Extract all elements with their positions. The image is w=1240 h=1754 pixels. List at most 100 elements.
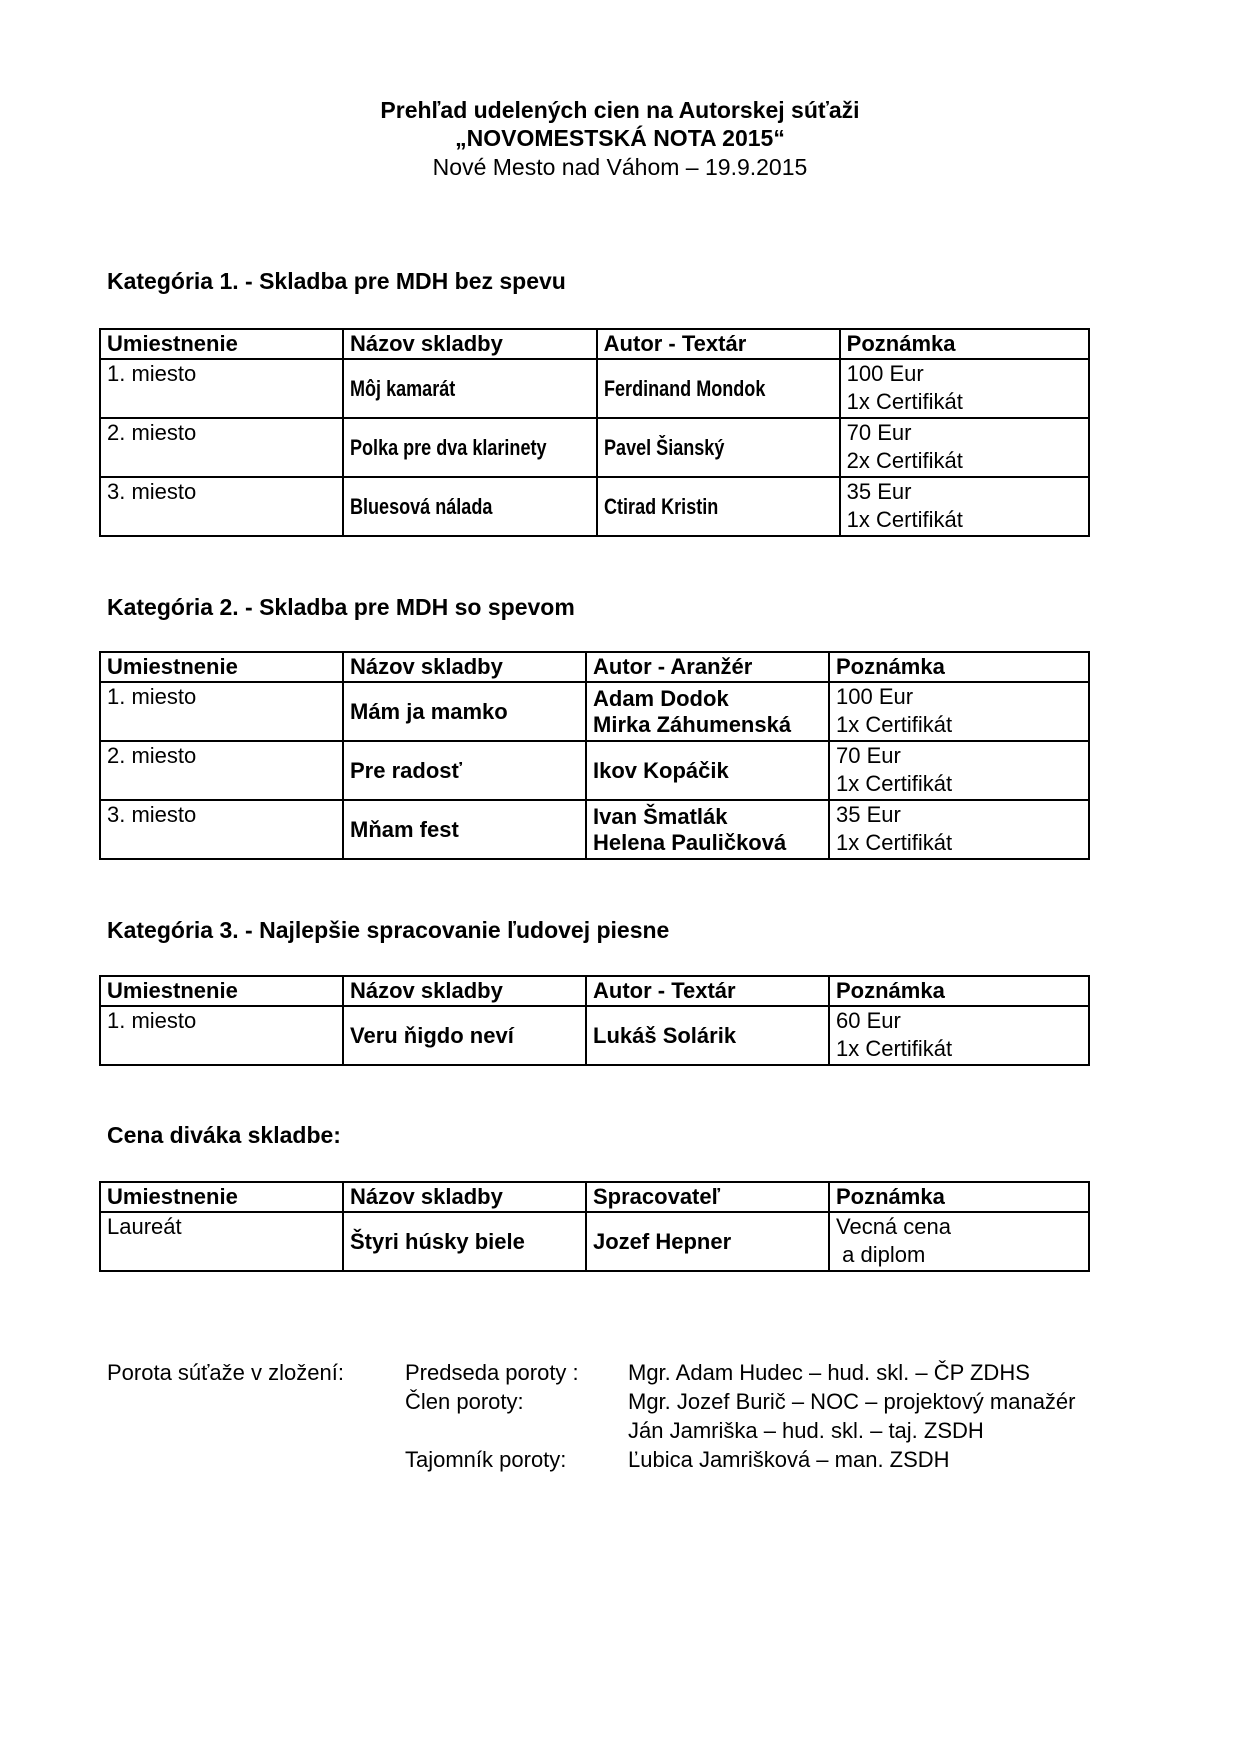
jury-member: Ľubica Jamrišková – man. ZSDH xyxy=(628,1447,950,1472)
prize: 70 Eur xyxy=(846,420,912,445)
certificate: a diplom xyxy=(836,1242,926,1267)
author-cell: Ikov Kopáčik xyxy=(585,740,830,801)
column-header: Poznámka xyxy=(828,975,1090,1007)
category-heading: Kategória 2. - Skladba pre MDH so spevom xyxy=(107,594,575,620)
event-place-date: Nové Mesto nad Váhom – 19.9.2015 xyxy=(432,154,808,180)
note-cell: 100 Eur 1x Certifikát xyxy=(828,681,1090,742)
song-title: Mňam fest xyxy=(350,816,459,842)
note-cell: 100 Eur 1x Certifikát xyxy=(838,358,1091,419)
placement-cell: 1. miesto xyxy=(99,1005,344,1066)
column-header: Názov skladby xyxy=(342,975,587,1007)
author: Ivan Šmatlák Helena Pauličková xyxy=(593,803,787,855)
results-table: Umiestnenie Názov skladby Spracovateľ Pozná… xyxy=(99,1181,1090,1272)
category-heading: Cena diváka skladbe: xyxy=(107,1122,341,1148)
author: Jozef Hepner xyxy=(593,1228,732,1254)
jury-roles: Predseda poroty : Člen poroty: Tajomník … xyxy=(405,1358,579,1474)
author-cell: Ferdinand Mondok xyxy=(595,358,841,419)
event-name: „NOVOMESTSKÁ NOTA 2015“ xyxy=(455,125,785,151)
author: Ctirad Kristin xyxy=(603,493,718,519)
table-row: 3. miesto Bluesová nálada Ctirad Kristin… xyxy=(99,476,1091,537)
column-header: Autor - Textár xyxy=(585,975,830,1007)
song-title-cell: Štyri húsky biele xyxy=(342,1211,587,1272)
doc-title: Prehľad udelených cien na Autorskej súťa… xyxy=(380,97,860,123)
results-table: Umiestnenie Názov skladby Autor - Textár Po… xyxy=(99,328,1091,537)
note-cell: 35 Eur 1x Certifikát xyxy=(828,799,1090,860)
author: Pavel Šianský xyxy=(603,434,725,460)
column-header: Autor - Textár xyxy=(595,328,841,360)
prize: 60 Eur xyxy=(836,1008,901,1033)
song-title: Môj kamarát xyxy=(350,375,456,401)
song-title-cell: Polka pre dva klarinety xyxy=(342,417,598,478)
table-row: 1. miesto Môj kamarát Ferdinand Mondok 1… xyxy=(99,358,1091,419)
song-title: Mám ja mamko xyxy=(350,698,508,724)
placement-cell: 1. miesto xyxy=(99,681,344,742)
column-header: Umiestnenie xyxy=(99,1181,344,1213)
table-row: 3. miesto Mňam fest Ivan Šmatlák Helena … xyxy=(99,799,1090,860)
note-cell: Vecná cena a diplom xyxy=(828,1211,1090,1272)
prize: 35 Eur xyxy=(846,479,912,504)
note-cell: 70 Eur 2x Certifikát xyxy=(838,417,1091,478)
jury-member: Mgr. Jozef Burič – NOC – projektový mana… xyxy=(628,1389,1076,1414)
certificate: 1x Certifikát xyxy=(836,771,953,796)
song-title-cell: Pre radosť xyxy=(342,740,587,801)
column-header: Spracovateľ xyxy=(585,1181,830,1213)
column-header: Umiestnenie xyxy=(99,328,344,360)
song-title: Pre radosť xyxy=(350,757,463,783)
jury-role xyxy=(405,1416,579,1445)
table-row: 1. miesto Veru ňigdo neví Lukáš Solárik … xyxy=(99,1005,1090,1066)
song-title-cell: Bluesová nálada xyxy=(342,476,598,537)
author: Lukáš Solárik xyxy=(593,1022,737,1048)
placement-cell: 2. miesto xyxy=(99,417,344,478)
certificate: 1x Certifikát xyxy=(836,830,953,855)
certificate: 1x Certifikát xyxy=(836,1036,953,1061)
jury-member: Ján Jamriška – hud. skl. – taj. ZSDH xyxy=(628,1418,984,1443)
song-title: Bluesová nálada xyxy=(350,493,493,519)
author-cell: Jozef Hepner xyxy=(585,1211,830,1272)
song-title: Štyri húsky biele xyxy=(350,1228,525,1254)
column-header: Umiestnenie xyxy=(99,975,344,1007)
jury-member: Mgr. Adam Hudec – hud. skl. – ČP ZDHS xyxy=(628,1360,1030,1385)
column-header: Názov skladby xyxy=(342,651,587,683)
table-row: 1. miesto Mám ja mamko Adam Dodok Mirka … xyxy=(99,681,1090,742)
certificate: 2x Certifikát xyxy=(846,448,963,473)
column-header: Poznámka xyxy=(828,651,1090,683)
author-cell: Lukáš Solárik xyxy=(585,1005,830,1066)
song-title-cell: Veru ňigdo neví xyxy=(342,1005,587,1066)
table-header-row: Umiestnenie Názov skladby Autor - Textár Po… xyxy=(99,328,1091,360)
jury-members: Mgr. Adam Hudec – hud. skl. – ČP ZDHS Mg… xyxy=(628,1358,1076,1474)
jury-role: Člen poroty: xyxy=(405,1389,524,1414)
note-cell: 60 Eur 1x Certifikát xyxy=(828,1005,1090,1066)
song-title: Polka pre dva klarinety xyxy=(350,434,547,460)
table-header-row: Umiestnenie Názov skladby Autor - Aranžér P… xyxy=(99,651,1090,683)
placement-cell: Laureát xyxy=(99,1211,344,1272)
category-heading: Kategória 1. - Skladba pre MDH bez spevu xyxy=(107,268,566,294)
column-header: Poznámka xyxy=(828,1181,1090,1213)
prize: Vecná cena xyxy=(836,1214,951,1239)
jury-role: Predseda poroty : xyxy=(405,1360,579,1385)
placement-cell: 2. miesto xyxy=(99,740,344,801)
song-title-cell: Môj kamarát xyxy=(342,358,598,419)
song-title: Veru ňigdo neví xyxy=(350,1022,514,1048)
note-cell: 70 Eur 1x Certifikát xyxy=(828,740,1090,801)
table-row: Laureát Štyri húsky biele Jozef Hepner V… xyxy=(99,1211,1090,1272)
prize: 100 Eur xyxy=(836,684,914,709)
author-cell: Pavel Šianský xyxy=(595,417,841,478)
author-cell: Ctirad Kristin xyxy=(595,476,841,537)
author: Adam Dodok Mirka Záhumenská xyxy=(593,685,792,737)
table-header-row: Umiestnenie Názov skladby Autor - Textár Po… xyxy=(99,975,1090,1007)
column-header: Autor - Aranžér xyxy=(585,651,830,683)
jury-role: Tajomník poroty: xyxy=(405,1447,567,1472)
song-title-cell: Mám ja mamko xyxy=(342,681,587,742)
table-row: 2. miesto Pre radosť Ikov Kopáčik 70 Eur… xyxy=(99,740,1090,801)
placement-cell: 3. miesto xyxy=(99,799,344,860)
column-header: Poznámka xyxy=(838,328,1091,360)
placement-cell: 3. miesto xyxy=(99,476,344,537)
table-header-row: Umiestnenie Názov skladby Spracovateľ Pozná… xyxy=(99,1181,1090,1213)
song-title-cell: Mňam fest xyxy=(342,799,587,860)
prize: 35 Eur xyxy=(836,802,901,827)
column-header: Názov skladby xyxy=(342,328,598,360)
jury-label: Porota súťaže v zložení: xyxy=(107,1360,344,1385)
author: Ikov Kopáčik xyxy=(593,757,729,783)
category-heading: Kategória 3. - Najlepšie spracovanie ľud… xyxy=(107,917,670,943)
